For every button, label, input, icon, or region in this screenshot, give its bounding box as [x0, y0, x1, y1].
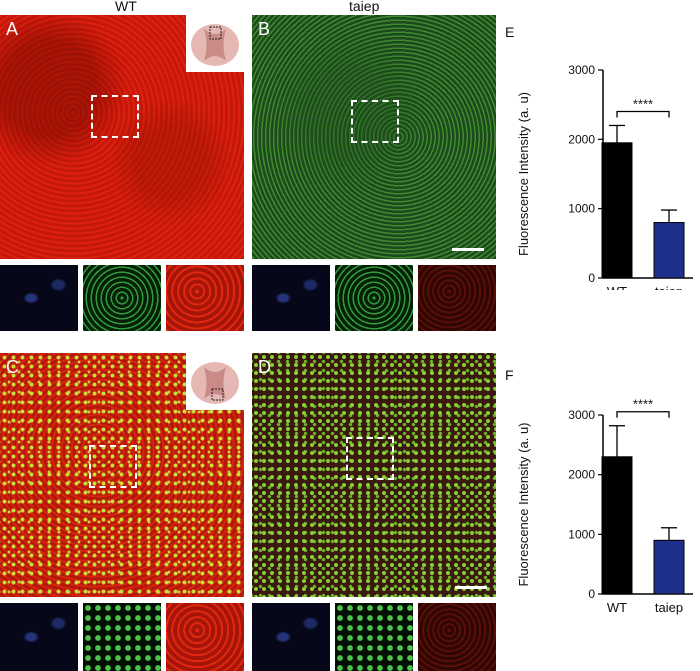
significance-label: ****: [633, 397, 653, 412]
significance-bracket: [616, 411, 670, 418]
bar-wt: [601, 142, 633, 279]
y-tick-label: 3000: [568, 63, 595, 77]
column-title-wt: WT: [115, 0, 137, 14]
bar-chart-e: E 0 1000 2000 3000 Fluorescence Intensity (a…: [503, 20, 700, 290]
inset-wt-blue: [0, 603, 78, 671]
inset-wt-red: [166, 265, 244, 331]
significance-bracket: [616, 110, 670, 118]
inset-wt-green: [83, 265, 161, 331]
spinal-cord-schematic-icon: [186, 15, 244, 72]
inset-wt-red: [166, 603, 244, 671]
x-tick-label: WT: [607, 284, 627, 290]
x-tick-label: WT: [607, 600, 627, 615]
bar-taiep: [653, 222, 685, 279]
inset-region-box: [346, 437, 394, 480]
micrograph-panel-b: B: [252, 15, 496, 259]
scale-bar: [455, 586, 487, 589]
spinal-cord-schematic-icon: [186, 353, 244, 410]
chart-svg-f: 0 1000 2000 3000 Fluorescence Intensity (a. …: [516, 397, 693, 615]
y-tick-label: 3000: [568, 408, 595, 422]
y-tick-label: 1000: [568, 202, 595, 216]
significance-label: ****: [633, 96, 653, 111]
chart-svg-e: 0 1000 2000 3000 Fluorescence Intensity (a. …: [516, 63, 693, 290]
inset-region-box: [351, 100, 399, 143]
panel-label-d: D: [258, 357, 271, 377]
micrograph-panel-d: D: [252, 353, 496, 597]
inset-taiep-green: [335, 265, 413, 331]
inset-taiep-red: [418, 603, 496, 671]
x-tick-label: taiep: [655, 600, 683, 615]
micrograph-panel-c: C: [0, 353, 244, 597]
y-tick-label: 0: [588, 271, 595, 285]
bar-chart-f: F 0 1000 2000 3000 Fluorescence Intensity (a…: [503, 363, 700, 646]
y-tick-label: 1000: [568, 527, 595, 541]
y-axis-label: Fluorescence Intensity (a. u): [516, 92, 531, 256]
panel-label-c: C: [6, 357, 19, 377]
inset-taiep-green: [335, 603, 413, 671]
y-tick-label: 2000: [568, 132, 595, 146]
bar-wt: [601, 456, 633, 595]
inset-wt-green: [83, 603, 161, 671]
inset-taiep-blue: [252, 603, 330, 671]
inset-taiep-red: [418, 265, 496, 331]
column-title-taiep: taiep: [349, 0, 380, 14]
inset-taiep-blue: [252, 265, 330, 331]
inset-wt-blue: [0, 265, 78, 331]
panel-label-f: F: [505, 367, 514, 383]
scale-bar: [452, 248, 484, 251]
panel-label-a: A: [6, 19, 19, 39]
y-tick-label: 0: [588, 587, 595, 601]
panel-label-b: B: [258, 19, 271, 39]
bar-taiep: [653, 539, 685, 595]
micrograph-panel-a: A: [0, 15, 244, 259]
panel-label-e: E: [505, 24, 515, 40]
y-tick-label: 2000: [568, 468, 595, 482]
inset-region-box: [89, 445, 137, 488]
y-axis-label: Fluorescence Intensity (a. u): [516, 422, 531, 586]
inset-region-box: [91, 95, 139, 138]
x-tick-label: taiep: [655, 284, 683, 290]
